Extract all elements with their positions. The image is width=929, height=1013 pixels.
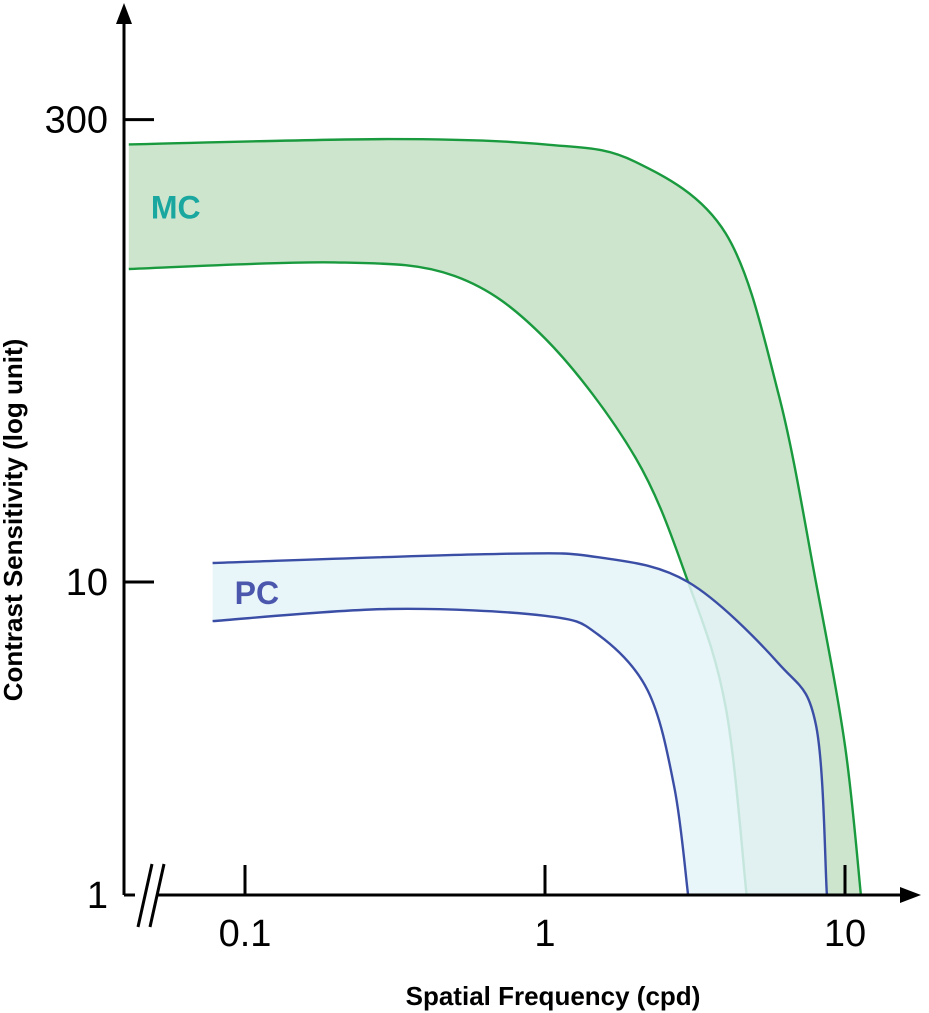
y-axis	[116, 3, 132, 895]
pc-band-label: PC	[235, 575, 279, 611]
pc-upper-curve	[212, 552, 829, 896]
x-tick-label: 1	[534, 913, 555, 955]
axis-break-mark	[136, 863, 154, 928]
x-tick-label: 0.1	[219, 913, 272, 955]
x-axis	[124, 863, 921, 930]
axis-break-mark	[148, 863, 166, 928]
mc-upper-curve	[128, 137, 863, 896]
mc-band-label: MC	[151, 190, 201, 226]
x-tick-label: 10	[824, 913, 866, 955]
band-layer: MC PC	[128, 137, 863, 896]
x-axis-arrow-icon	[900, 887, 921, 903]
pc-band-fill	[212, 553, 827, 895]
mc-band-fill	[128, 139, 861, 896]
tick-layer: 0.1 1 10 1 10 300	[45, 100, 867, 955]
y-tick-label: 1	[87, 875, 108, 917]
y-axis-title: Contrast Sensitivity (log unit)	[0, 339, 28, 702]
x-axis-title: Spatial Frequency (cpd)	[406, 981, 701, 1011]
y-axis-arrow-icon	[116, 3, 132, 24]
y-tick-label: 300	[45, 100, 108, 142]
pc-lower-curve	[212, 607, 690, 896]
y-tick-label: 10	[66, 562, 108, 604]
